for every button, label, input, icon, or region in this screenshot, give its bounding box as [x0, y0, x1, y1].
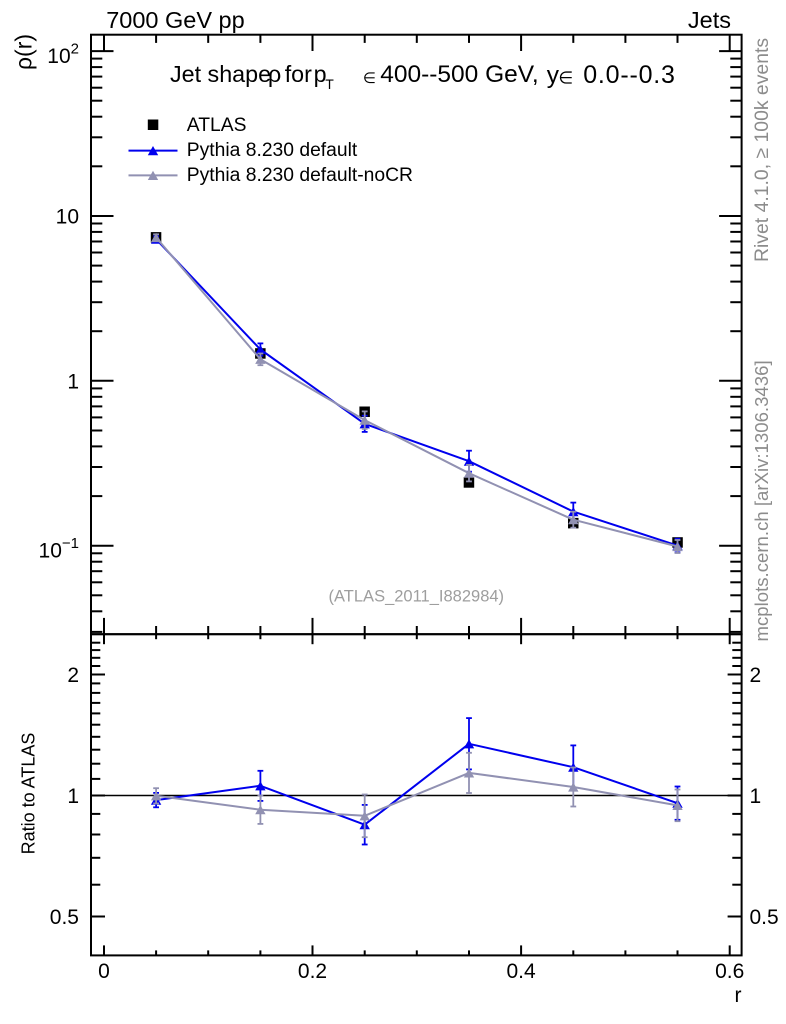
svg-text:T: T: [325, 76, 334, 92]
svg-text:ρ(r): ρ(r): [11, 34, 37, 70]
svg-text:Ratio to ATLAS: Ratio to ATLAS: [18, 733, 38, 855]
svg-text:Pythia 8.230 default: Pythia 8.230 default: [187, 140, 358, 161]
svg-text:7000 GeV pp: 7000 GeV pp: [106, 7, 245, 33]
svg-text:0.6: 0.6: [715, 960, 744, 983]
svg-text:(ATLAS_2011_I882984): (ATLAS_2011_I882984): [329, 587, 505, 605]
svg-text:0.5: 0.5: [50, 906, 79, 929]
svg-text:y: y: [547, 62, 560, 89]
svg-text:10−1: 10−1: [39, 535, 79, 563]
svg-text:Rivet 4.1.0, ≥ 100k events: Rivet 4.1.0, ≥ 100k events: [751, 38, 773, 262]
svg-text:ρ: ρ: [268, 61, 281, 87]
svg-text:∈: ∈: [363, 70, 376, 87]
svg-text:Jets: Jets: [688, 7, 731, 33]
svg-text:1: 1: [750, 785, 762, 808]
svg-text:p: p: [314, 61, 327, 87]
svg-text:Pythia 8.230 default-noCR: Pythia 8.230 default-noCR: [187, 165, 413, 186]
svg-text:2: 2: [750, 664, 762, 687]
svg-text:0.0--0.3: 0.0--0.3: [583, 61, 676, 89]
svg-text:0.2: 0.2: [298, 960, 327, 983]
svg-text:ATLAS: ATLAS: [187, 115, 247, 136]
svg-text:Jet shape: Jet shape: [170, 61, 271, 87]
svg-text:400--500 GeV,: 400--500 GeV,: [380, 61, 538, 88]
svg-text:for: for: [285, 61, 312, 87]
svg-text:0.4: 0.4: [506, 960, 536, 983]
svg-text:1: 1: [67, 370, 79, 393]
svg-text:2: 2: [67, 664, 79, 687]
svg-text:r: r: [735, 984, 742, 1007]
svg-text:0.5: 0.5: [750, 906, 779, 929]
svg-text:∈: ∈: [558, 68, 573, 87]
svg-text:1: 1: [67, 785, 79, 808]
svg-text:10: 10: [56, 206, 79, 229]
svg-text:mcplots.cern.ch [arXiv:1306.34: mcplots.cern.ch [arXiv:1306.3436]: [751, 360, 772, 641]
svg-text:0: 0: [98, 960, 110, 983]
